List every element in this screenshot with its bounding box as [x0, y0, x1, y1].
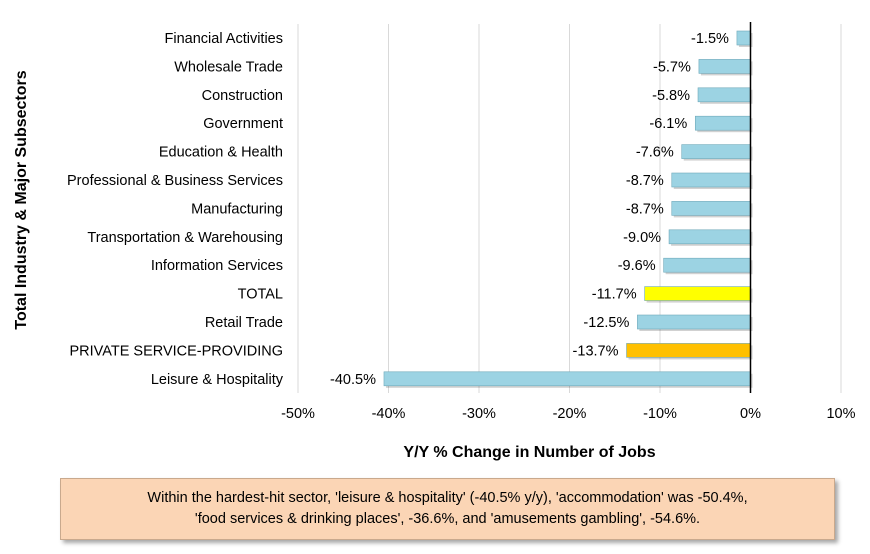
bar: [668, 229, 751, 245]
annotation-line-1: Within the hardest-hit sector, 'leisure …: [147, 490, 748, 506]
data-label: -40.5%: [330, 372, 376, 388]
x-tick-label: -10%: [643, 406, 677, 422]
bar: [698, 59, 751, 74]
grid-lines: [297, 24, 842, 393]
category-label: Construction: [202, 88, 283, 104]
data-label: -5.7%: [653, 59, 691, 75]
category-label: Transportation & Warehousing: [87, 230, 283, 246]
y-axis-title: Total Industry & Major Subsectors: [13, 70, 30, 329]
data-labels: -1.5%-5.7% -5.8% -6.1% -7.6% -8.7% -8.7% -9.0%…: [330, 31, 729, 388]
bar: [383, 371, 751, 387]
category-label: Information Services: [151, 258, 283, 274]
category-label: PRIVATE SERVICE-PROVIDING: [69, 343, 283, 359]
annotation-line-2: 'food services & drinking places', -36.6…: [194, 511, 701, 527]
data-label: -9.0%: [623, 230, 661, 246]
bar: [694, 115, 751, 131]
data-label: -6.1%: [649, 116, 687, 132]
category-label: Education & Health: [159, 145, 283, 161]
data-label: -1.5%: [691, 31, 729, 47]
bar: [736, 30, 751, 46]
data-label: -11.7%: [592, 287, 637, 303]
bar: [626, 343, 751, 358]
bar-chart-svg: Financial Activities Wholesale Trade Const…: [13, 22, 856, 461]
data-label: -5.8%: [652, 88, 690, 104]
category-label: Retail Trade: [205, 315, 283, 331]
category-label: TOTAL: [238, 287, 283, 303]
category-label: Wholesale Trade: [174, 59, 283, 75]
bar: [637, 314, 751, 330]
x-tick-label: -30%: [462, 406, 496, 422]
bar: [697, 87, 751, 103]
x-tick-label: -50%: [281, 406, 315, 422]
bar: [671, 172, 751, 188]
category-label: Professional & Business Services: [67, 173, 283, 189]
data-label: -8.7%: [626, 173, 664, 189]
annotation-box: Within the hardest-hit sector, 'leisure …: [60, 478, 835, 540]
x-tick-label: 0%: [740, 406, 761, 422]
data-label: -9.6%: [618, 258, 656, 274]
x-tick-labels: -50% -40% -30% -20% -10% 0% 10%: [281, 406, 856, 422]
category-label: Financial Activities: [165, 31, 283, 47]
category-label: Leisure & Hospitality: [151, 372, 284, 388]
data-label: -13.7%: [573, 343, 619, 359]
category-label: Manufacturing: [191, 201, 283, 217]
data-label: -7.6%: [636, 145, 674, 161]
x-tick-label: 10%: [826, 406, 855, 422]
x-tick-label: -20%: [553, 406, 587, 422]
bar: [663, 257, 751, 273]
x-tick-label: -40%: [372, 406, 406, 422]
bar: [671, 201, 751, 216]
bar: [644, 286, 751, 301]
chart: Financial Activities Wholesale Trade Const…: [13, 22, 856, 461]
bar: [681, 144, 751, 159]
data-label: -8.7%: [626, 201, 664, 217]
category-labels: Financial Activities Wholesale Trade Const…: [67, 31, 284, 388]
category-label: Government: [203, 116, 283, 132]
x-axis-title: Y/Y % Change in Number of Jobs: [403, 444, 655, 461]
data-label: -12.5%: [583, 315, 629, 331]
bars: [383, 30, 753, 388]
